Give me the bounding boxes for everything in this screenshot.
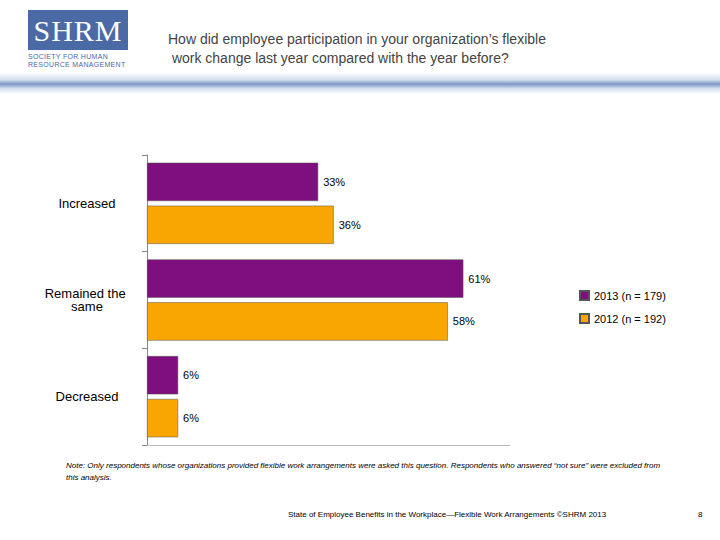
html-text:8: 8 — [698, 510, 703, 519]
html-text:Note: Only respondents whose o: Note: Only respondents whose organizatio… — [66, 461, 661, 482]
svg-text:same: same — [71, 299, 103, 314]
svg-text:61%: 61% — [468, 273, 490, 285]
svg-text:2012 (n = 192): 2012 (n = 192) — [594, 313, 666, 325]
svg-text:2013 (n = 179): 2013 (n = 179) — [594, 290, 666, 302]
html-text:State of Employee Benefits in: State of Employee Benefits in the Workpl… — [288, 510, 607, 519]
html-text:RESOURCE MANAGEMENT: RESOURCE MANAGEMENT — [28, 61, 126, 68]
svg-text:58%: 58% — [453, 315, 475, 327]
svg-text:Decreased: Decreased — [56, 389, 119, 404]
svg-text:6%: 6% — [183, 369, 199, 381]
svg-text:Increased: Increased — [58, 196, 115, 211]
svg-text:33%: 33% — [323, 176, 345, 188]
svg-text:Remained the: Remained the — [44, 286, 130, 301]
svg-text:How did employee participation: How did employee participation in your o… — [168, 31, 546, 47]
html-text:SOCIETY FOR HUMAN: SOCIETY FOR HUMAN — [28, 53, 108, 60]
svg-text:6%: 6% — [183, 412, 199, 424]
html-text:SHRM: SHRM — [33, 14, 123, 47]
svg-text:36%: 36% — [339, 219, 361, 231]
svg-text:work change last year compared: work change last year compared with the … — [168, 50, 509, 66]
